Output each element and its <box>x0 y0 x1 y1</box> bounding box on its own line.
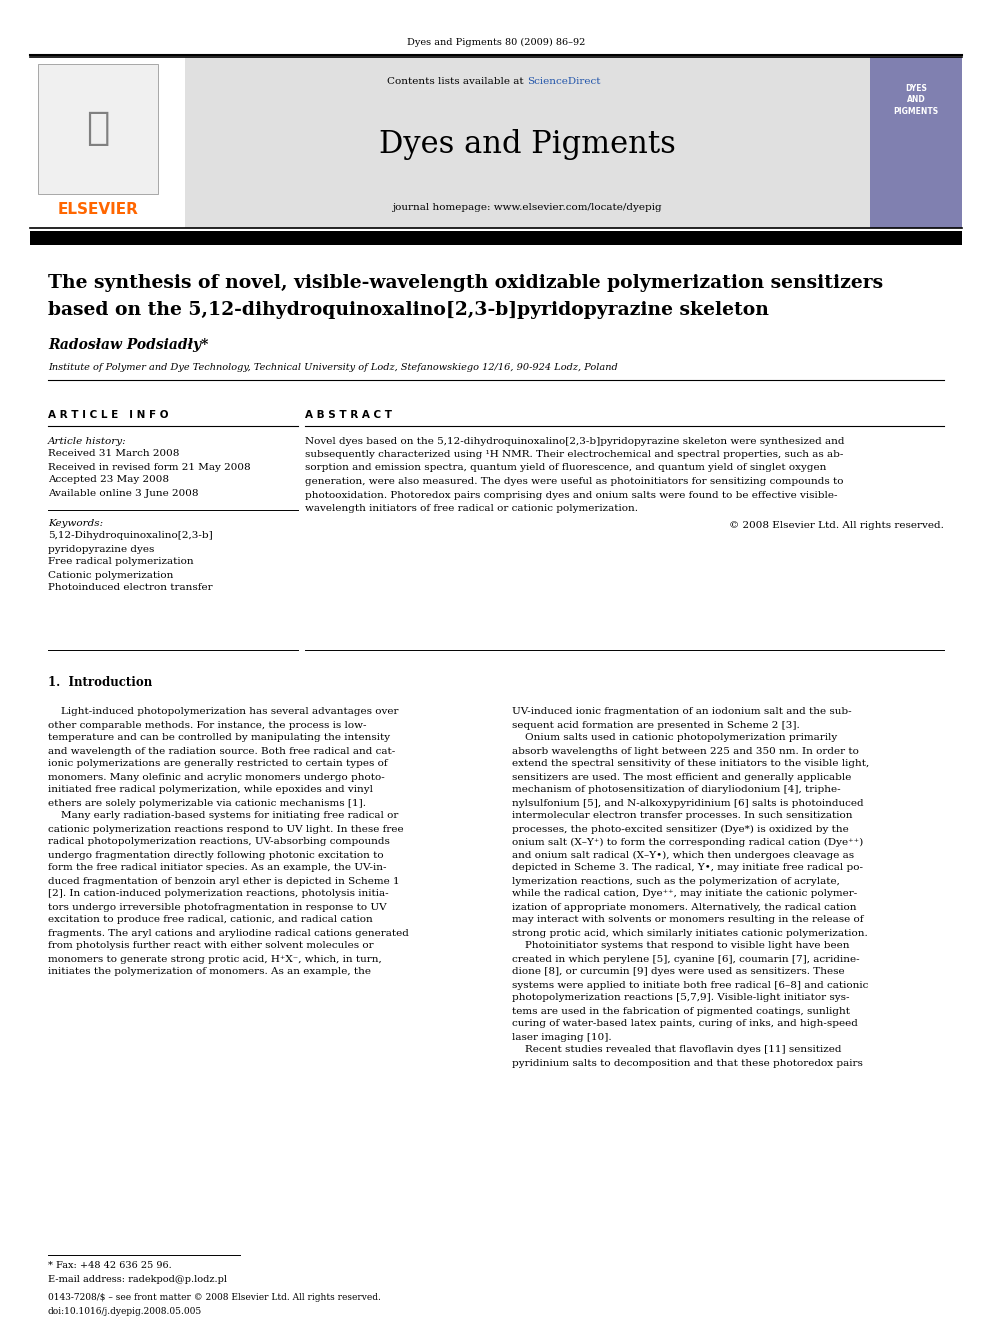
Text: depicted in Scheme 3. The radical, Y•, may initiate free radical po-: depicted in Scheme 3. The radical, Y•, m… <box>512 864 863 872</box>
Text: radical photopolymerization reactions, UV-absorbing compounds: radical photopolymerization reactions, U… <box>48 837 390 847</box>
Text: 0143-7208/$ – see front matter © 2008 Elsevier Ltd. All rights reserved.: 0143-7208/$ – see front matter © 2008 El… <box>48 1294 381 1303</box>
Text: strong protic acid, which similarly initiates cationic polymerization.: strong protic acid, which similarly init… <box>512 929 868 938</box>
Text: Available online 3 June 2008: Available online 3 June 2008 <box>48 488 198 497</box>
Text: Photoinitiator systems that respond to visible light have been: Photoinitiator systems that respond to v… <box>512 942 849 950</box>
Text: from photolysis further react with either solvent molecules or: from photolysis further react with eithe… <box>48 942 374 950</box>
Text: journal homepage: www.elsevier.com/locate/dyepig: journal homepage: www.elsevier.com/locat… <box>392 202 662 212</box>
Text: Dyes and Pigments: Dyes and Pigments <box>379 130 676 160</box>
Text: A B S T R A C T: A B S T R A C T <box>305 410 392 419</box>
Text: and wavelength of the radiation source. Both free radical and cat-: and wavelength of the radiation source. … <box>48 746 395 755</box>
Text: Light-induced photopolymerization has several advantages over: Light-induced photopolymerization has se… <box>48 708 399 717</box>
FancyBboxPatch shape <box>870 57 962 228</box>
Text: intermolecular electron transfer processes. In such sensitization: intermolecular electron transfer process… <box>512 811 852 820</box>
Text: generation, were also measured. The dyes were useful as photoinitiators for sens: generation, were also measured. The dyes… <box>305 478 843 486</box>
Text: Free radical polymerization: Free radical polymerization <box>48 557 193 566</box>
Text: laser imaging [10].: laser imaging [10]. <box>512 1032 612 1041</box>
Text: cationic polymerization reactions respond to UV light. In these free: cationic polymerization reactions respon… <box>48 824 404 833</box>
Text: Keywords:: Keywords: <box>48 519 103 528</box>
Text: Accepted 23 May 2008: Accepted 23 May 2008 <box>48 475 169 484</box>
Text: Photoinduced electron transfer: Photoinduced electron transfer <box>48 583 212 593</box>
Text: photopolymerization reactions [5,7,9]. Visible-light initiator sys-: photopolymerization reactions [5,7,9]. V… <box>512 994 849 1003</box>
Text: UV-induced ionic fragmentation of an iodonium salt and the sub-: UV-induced ionic fragmentation of an iod… <box>512 708 851 717</box>
Text: lymerization reactions, such as the polymerization of acrylate,: lymerization reactions, such as the poly… <box>512 877 840 885</box>
Text: DYES
AND
PIGMENTS: DYES AND PIGMENTS <box>894 83 938 116</box>
Text: monomers. Many olefinic and acrylic monomers undergo photo-: monomers. Many olefinic and acrylic mono… <box>48 773 385 782</box>
Text: E-mail address: radekpod@p.lodz.pl: E-mail address: radekpod@p.lodz.pl <box>48 1274 227 1283</box>
Text: Contents lists available at: Contents lists available at <box>387 78 527 86</box>
Text: Recent studies revealed that flavoflavin dyes [11] sensitized: Recent studies revealed that flavoflavin… <box>512 1045 841 1054</box>
Text: [2]. In cation-induced polymerization reactions, photolysis initia-: [2]. In cation-induced polymerization re… <box>48 889 389 898</box>
Text: duced fragmentation of benzoin aryl ether is depicted in Scheme 1: duced fragmentation of benzoin aryl ethe… <box>48 877 400 885</box>
Text: ethers are solely polymerizable via cationic mechanisms [1].: ethers are solely polymerizable via cati… <box>48 799 366 807</box>
Text: temperature and can be controlled by manipulating the intensity: temperature and can be controlled by man… <box>48 733 390 742</box>
Text: ization of appropriate monomers. Alternatively, the radical cation: ization of appropriate monomers. Alterna… <box>512 902 856 912</box>
Text: created in which perylene [5], cyanine [6], coumarin [7], acridine-: created in which perylene [5], cyanine [… <box>512 954 860 963</box>
FancyBboxPatch shape <box>185 57 870 228</box>
Text: Dyes and Pigments 80 (2009) 86–92: Dyes and Pigments 80 (2009) 86–92 <box>407 37 585 46</box>
Text: onium salt (X–Y⁺) to form the corresponding radical cation (Dye⁺⁺): onium salt (X–Y⁺) to form the correspond… <box>512 837 863 847</box>
Text: fragments. The aryl cations and aryliodine radical cations generated: fragments. The aryl cations and aryliodi… <box>48 929 409 938</box>
Text: dione [8], or curcumin [9] dyes were used as sensitizers. These: dione [8], or curcumin [9] dyes were use… <box>512 967 844 976</box>
Text: undergo fragmentation directly following photonic excitation to: undergo fragmentation directly following… <box>48 851 384 860</box>
Text: based on the 5,12-dihydroquinoxalino[2,3-b]pyridopyrazine skeleton: based on the 5,12-dihydroquinoxalino[2,3… <box>48 302 769 319</box>
FancyBboxPatch shape <box>30 232 962 245</box>
Text: * Fax: +48 42 636 25 96.: * Fax: +48 42 636 25 96. <box>48 1262 172 1270</box>
Text: A R T I C L E   I N F O: A R T I C L E I N F O <box>48 410 169 419</box>
Text: other comparable methods. For instance, the process is low-: other comparable methods. For instance, … <box>48 721 366 729</box>
Text: Article history:: Article history: <box>48 437 127 446</box>
FancyBboxPatch shape <box>38 64 158 194</box>
Text: ELSEVIER: ELSEVIER <box>58 202 139 217</box>
Text: Novel dyes based on the 5,12-dihydroquinoxalino[2,3-b]pyridopyrazine skeleton we: Novel dyes based on the 5,12-dihydroquin… <box>305 437 844 446</box>
Text: Radosław Podsiadły*: Radosław Podsiadły* <box>48 337 208 352</box>
Text: tems are used in the fabrication of pigmented coatings, sunlight: tems are used in the fabrication of pigm… <box>512 1007 850 1016</box>
Text: form the free radical initiator species. As an example, the UV-in-: form the free radical initiator species.… <box>48 864 387 872</box>
Text: Received in revised form 21 May 2008: Received in revised form 21 May 2008 <box>48 463 251 471</box>
Text: The synthesis of novel, visible-wavelength oxidizable polymerization sensitizers: The synthesis of novel, visible-waveleng… <box>48 274 883 292</box>
Text: extend the spectral sensitivity of these initiators to the visible light,: extend the spectral sensitivity of these… <box>512 759 869 769</box>
Text: monomers to generate strong protic acid, H⁺X⁻, which, in turn,: monomers to generate strong protic acid,… <box>48 954 382 963</box>
Text: subsequently characterized using ¹H NMR. Their electrochemical and spectral prop: subsequently characterized using ¹H NMR.… <box>305 450 843 459</box>
Text: while the radical cation, Dye⁺⁺, may initiate the cationic polymer-: while the radical cation, Dye⁺⁺, may ini… <box>512 889 857 898</box>
Text: © 2008 Elsevier Ltd. All rights reserved.: © 2008 Elsevier Ltd. All rights reserved… <box>729 521 944 531</box>
Text: Many early radiation-based systems for initiating free radical or: Many early radiation-based systems for i… <box>48 811 399 820</box>
FancyBboxPatch shape <box>30 57 185 228</box>
Text: excitation to produce free radical, cationic, and radical cation: excitation to produce free radical, cati… <box>48 916 373 925</box>
Text: ScienceDirect: ScienceDirect <box>527 78 600 86</box>
Text: pyridopyrazine dyes: pyridopyrazine dyes <box>48 545 155 553</box>
Text: Received 31 March 2008: Received 31 March 2008 <box>48 450 180 459</box>
Text: curing of water-based latex paints, curing of inks, and high-speed: curing of water-based latex paints, curi… <box>512 1020 858 1028</box>
Text: pyridinium salts to decomposition and that these photoredox pairs: pyridinium salts to decomposition and th… <box>512 1058 863 1068</box>
Text: processes, the photo-excited sensitizer (Dye*) is oxidized by the: processes, the photo-excited sensitizer … <box>512 824 849 833</box>
Text: Cationic polymerization: Cationic polymerization <box>48 570 174 579</box>
Text: 5,12-Dihydroquinoxalino[2,3-b]: 5,12-Dihydroquinoxalino[2,3-b] <box>48 532 212 541</box>
Text: photooxidation. Photoredox pairs comprising dyes and onium salts were found to b: photooxidation. Photoredox pairs compris… <box>305 491 837 500</box>
Text: 🌳: 🌳 <box>86 108 110 147</box>
Text: and onium salt radical (X–Y•), which then undergoes cleavage as: and onium salt radical (X–Y•), which the… <box>512 851 854 860</box>
Text: absorb wavelengths of light between 225 and 350 nm. In order to: absorb wavelengths of light between 225 … <box>512 746 859 755</box>
Text: mechanism of photosensitization of diaryliodonium [4], triphe-: mechanism of photosensitization of diary… <box>512 786 840 795</box>
Text: 1.  Introduction: 1. Introduction <box>48 676 152 689</box>
Text: wavelength initiators of free radical or cationic polymerization.: wavelength initiators of free radical or… <box>305 504 638 513</box>
Text: systems were applied to initiate both free radical [6–8] and cationic: systems were applied to initiate both fr… <box>512 980 868 990</box>
Text: sorption and emission spectra, quantum yield of fluorescence, and quantum yield : sorption and emission spectra, quantum y… <box>305 463 826 472</box>
Text: sequent acid formation are presented in Scheme 2 [3].: sequent acid formation are presented in … <box>512 721 800 729</box>
Text: nylsulfonium [5], and N-alkoxypyridinium [6] salts is photoinduced: nylsulfonium [5], and N-alkoxypyridinium… <box>512 799 864 807</box>
Text: ionic polymerizations are generally restricted to certain types of: ionic polymerizations are generally rest… <box>48 759 388 769</box>
Text: Institute of Polymer and Dye Technology, Technical University of Lodz, Stefanows: Institute of Polymer and Dye Technology,… <box>48 363 618 372</box>
Text: sensitizers are used. The most efficient and generally applicable: sensitizers are used. The most efficient… <box>512 773 851 782</box>
Text: Onium salts used in cationic photopolymerization primarily: Onium salts used in cationic photopolyme… <box>512 733 837 742</box>
Text: initiates the polymerization of monomers. As an example, the: initiates the polymerization of monomers… <box>48 967 371 976</box>
Text: may interact with solvents or monomers resulting in the release of: may interact with solvents or monomers r… <box>512 916 863 925</box>
Text: initiated free radical polymerization, while epoxides and vinyl: initiated free radical polymerization, w… <box>48 786 373 795</box>
Text: doi:10.1016/j.dyepig.2008.05.005: doi:10.1016/j.dyepig.2008.05.005 <box>48 1307 202 1315</box>
Text: tors undergo irreversible photofragmentation in response to UV: tors undergo irreversible photofragmenta… <box>48 902 387 912</box>
